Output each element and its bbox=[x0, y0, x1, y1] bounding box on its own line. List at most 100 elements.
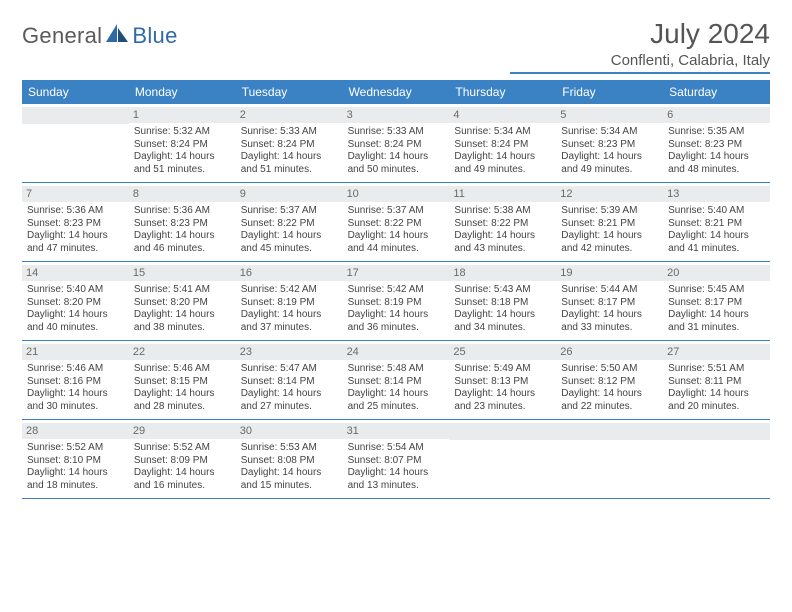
weekday-header: Saturday bbox=[663, 80, 770, 104]
sunset-text: Sunset: 8:18 PM bbox=[454, 297, 551, 310]
day-cell bbox=[22, 104, 129, 182]
day-number: 3 bbox=[343, 107, 450, 123]
day-number: 22 bbox=[129, 344, 236, 360]
sunrise-text: Sunrise: 5:44 AM bbox=[561, 284, 658, 297]
sunrise-text: Sunrise: 5:37 AM bbox=[241, 205, 338, 218]
day-cell: 4Sunrise: 5:34 AMSunset: 8:24 PMDaylight… bbox=[449, 104, 556, 182]
day-number: 23 bbox=[236, 344, 343, 360]
sunset-text: Sunset: 8:20 PM bbox=[134, 297, 231, 310]
day-number: 20 bbox=[663, 265, 770, 281]
daylight-text: Daylight: 14 hours and 47 minutes. bbox=[27, 230, 124, 255]
day-cell: 17Sunrise: 5:42 AMSunset: 8:19 PMDayligh… bbox=[343, 262, 450, 340]
sunrise-text: Sunrise: 5:33 AM bbox=[241, 126, 338, 139]
week-row: 7Sunrise: 5:36 AMSunset: 8:23 PMDaylight… bbox=[22, 183, 770, 262]
day-number: 5 bbox=[556, 107, 663, 123]
sunset-text: Sunset: 8:17 PM bbox=[561, 297, 658, 310]
daylight-text: Daylight: 14 hours and 48 minutes. bbox=[668, 151, 765, 176]
daylight-text: Daylight: 14 hours and 33 minutes. bbox=[561, 309, 658, 334]
day-cell: 31Sunrise: 5:54 AMSunset: 8:07 PMDayligh… bbox=[343, 420, 450, 498]
daylight-text: Daylight: 14 hours and 22 minutes. bbox=[561, 388, 658, 413]
daylight-text: Daylight: 14 hours and 16 minutes. bbox=[134, 467, 231, 492]
weekday-header: Friday bbox=[556, 80, 663, 104]
day-cell bbox=[663, 420, 770, 498]
day-cell: 3Sunrise: 5:33 AMSunset: 8:24 PMDaylight… bbox=[343, 104, 450, 182]
sunrise-text: Sunrise: 5:47 AM bbox=[241, 363, 338, 376]
sunrise-text: Sunrise: 5:36 AM bbox=[27, 205, 124, 218]
day-cell: 28Sunrise: 5:52 AMSunset: 8:10 PMDayligh… bbox=[22, 420, 129, 498]
day-number: 1 bbox=[129, 107, 236, 123]
brand-text-part2: Blue bbox=[132, 23, 177, 49]
sunset-text: Sunset: 8:13 PM bbox=[454, 376, 551, 389]
day-number: 21 bbox=[22, 344, 129, 360]
sunrise-text: Sunrise: 5:39 AM bbox=[561, 205, 658, 218]
sunrise-text: Sunrise: 5:32 AM bbox=[134, 126, 231, 139]
day-cell: 26Sunrise: 5:50 AMSunset: 8:12 PMDayligh… bbox=[556, 341, 663, 419]
sunrise-text: Sunrise: 5:38 AM bbox=[454, 205, 551, 218]
sunrise-text: Sunrise: 5:49 AM bbox=[454, 363, 551, 376]
sunset-text: Sunset: 8:23 PM bbox=[561, 139, 658, 152]
week-row: 1Sunrise: 5:32 AMSunset: 8:24 PMDaylight… bbox=[22, 104, 770, 183]
empty-day-bar bbox=[22, 107, 129, 124]
day-number: 27 bbox=[663, 344, 770, 360]
daylight-text: Daylight: 14 hours and 28 minutes. bbox=[134, 388, 231, 413]
day-number: 26 bbox=[556, 344, 663, 360]
sunrise-text: Sunrise: 5:33 AM bbox=[348, 126, 445, 139]
day-number: 25 bbox=[449, 344, 556, 360]
sunset-text: Sunset: 8:21 PM bbox=[561, 218, 658, 231]
sunrise-text: Sunrise: 5:42 AM bbox=[348, 284, 445, 297]
day-number: 31 bbox=[343, 423, 450, 439]
sunset-text: Sunset: 8:16 PM bbox=[27, 376, 124, 389]
day-cell bbox=[449, 420, 556, 498]
week-row: 21Sunrise: 5:46 AMSunset: 8:16 PMDayligh… bbox=[22, 341, 770, 420]
calendar-body: 1Sunrise: 5:32 AMSunset: 8:24 PMDaylight… bbox=[22, 104, 770, 499]
header: General Blue July 2024 Conflenti, Calabr… bbox=[22, 18, 770, 74]
sunrise-text: Sunrise: 5:42 AM bbox=[241, 284, 338, 297]
day-cell bbox=[556, 420, 663, 498]
brand-text-part1: General bbox=[22, 23, 102, 49]
sunrise-text: Sunrise: 5:35 AM bbox=[668, 126, 765, 139]
day-number: 19 bbox=[556, 265, 663, 281]
day-cell: 5Sunrise: 5:34 AMSunset: 8:23 PMDaylight… bbox=[556, 104, 663, 182]
day-number: 2 bbox=[236, 107, 343, 123]
sunset-text: Sunset: 8:14 PM bbox=[241, 376, 338, 389]
day-cell: 20Sunrise: 5:45 AMSunset: 8:17 PMDayligh… bbox=[663, 262, 770, 340]
day-cell: 15Sunrise: 5:41 AMSunset: 8:20 PMDayligh… bbox=[129, 262, 236, 340]
daylight-text: Daylight: 14 hours and 49 minutes. bbox=[454, 151, 551, 176]
day-cell: 6Sunrise: 5:35 AMSunset: 8:23 PMDaylight… bbox=[663, 104, 770, 182]
week-row: 14Sunrise: 5:40 AMSunset: 8:20 PMDayligh… bbox=[22, 262, 770, 341]
sunrise-text: Sunrise: 5:37 AM bbox=[348, 205, 445, 218]
day-number: 28 bbox=[22, 423, 129, 439]
sunset-text: Sunset: 8:22 PM bbox=[348, 218, 445, 231]
sunrise-text: Sunrise: 5:40 AM bbox=[27, 284, 124, 297]
daylight-text: Daylight: 14 hours and 44 minutes. bbox=[348, 230, 445, 255]
day-cell: 12Sunrise: 5:39 AMSunset: 8:21 PMDayligh… bbox=[556, 183, 663, 261]
daylight-text: Daylight: 14 hours and 51 minutes. bbox=[134, 151, 231, 176]
day-cell: 9Sunrise: 5:37 AMSunset: 8:22 PMDaylight… bbox=[236, 183, 343, 261]
day-number: 11 bbox=[449, 186, 556, 202]
day-cell: 16Sunrise: 5:42 AMSunset: 8:19 PMDayligh… bbox=[236, 262, 343, 340]
sunset-text: Sunset: 8:22 PM bbox=[241, 218, 338, 231]
weekday-header: Tuesday bbox=[236, 80, 343, 104]
day-number: 24 bbox=[343, 344, 450, 360]
sunrise-text: Sunrise: 5:34 AM bbox=[454, 126, 551, 139]
day-cell: 1Sunrise: 5:32 AMSunset: 8:24 PMDaylight… bbox=[129, 104, 236, 182]
sunset-text: Sunset: 8:23 PM bbox=[27, 218, 124, 231]
empty-day-bar bbox=[556, 423, 663, 440]
daylight-text: Daylight: 14 hours and 38 minutes. bbox=[134, 309, 231, 334]
sunset-text: Sunset: 8:23 PM bbox=[668, 139, 765, 152]
daylight-text: Daylight: 14 hours and 27 minutes. bbox=[241, 388, 338, 413]
daylight-text: Daylight: 14 hours and 50 minutes. bbox=[348, 151, 445, 176]
day-number: 18 bbox=[449, 265, 556, 281]
sunset-text: Sunset: 8:22 PM bbox=[454, 218, 551, 231]
day-cell: 14Sunrise: 5:40 AMSunset: 8:20 PMDayligh… bbox=[22, 262, 129, 340]
day-cell: 8Sunrise: 5:36 AMSunset: 8:23 PMDaylight… bbox=[129, 183, 236, 261]
title-block: July 2024 Conflenti, Calabria, Italy bbox=[510, 18, 770, 74]
sunrise-text: Sunrise: 5:45 AM bbox=[668, 284, 765, 297]
weekday-header: Sunday bbox=[22, 80, 129, 104]
daylight-text: Daylight: 14 hours and 30 minutes. bbox=[27, 388, 124, 413]
daylight-text: Daylight: 14 hours and 34 minutes. bbox=[454, 309, 551, 334]
week-row: 28Sunrise: 5:52 AMSunset: 8:10 PMDayligh… bbox=[22, 420, 770, 499]
day-cell: 19 Sunrise: 5:44 AMSunset: 8:17 PMDayligh… bbox=[556, 262, 663, 340]
daylight-text: Daylight: 14 hours and 15 minutes. bbox=[241, 467, 338, 492]
daylight-text: Daylight: 14 hours and 51 minutes. bbox=[241, 151, 338, 176]
